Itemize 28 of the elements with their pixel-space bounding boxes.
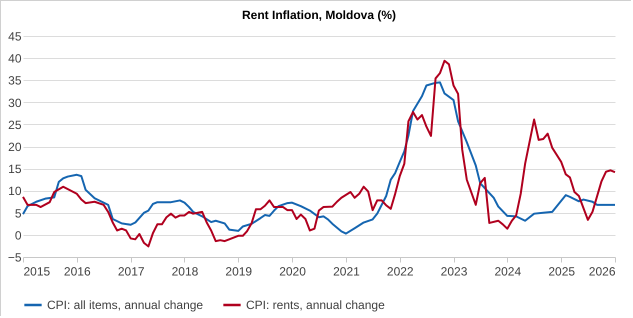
y-tick-label: 15 [8,162,22,176]
y-tick-label: 10 [8,184,22,198]
x-tick-label: 2022 [386,264,414,278]
y-tick-label: 5 [14,206,22,220]
x-tick-label: 2025 [548,264,576,278]
x-tick-label: 2017 [118,264,145,278]
y-tick-label: 20 [8,140,22,154]
x-tick-label: 2023 [440,264,468,278]
chart-title: Rent Inflation, Moldova (%) [242,8,396,22]
line-series [22,81,616,235]
line-series [22,60,616,248]
x-tick-label: 2021 [333,264,360,278]
x-tick-label: 2015 [24,264,51,278]
y-tick-label: 25 [8,118,22,132]
y-tick-label: −5 [8,250,22,264]
y-tick-label: 45 [8,30,22,44]
y-tick-label: 35 [8,74,22,88]
x-tick-label: 2026 [588,264,616,278]
x-tick-label: 2020 [279,264,306,278]
y-tick-label: 0 [14,228,22,242]
y-tick-label: 40 [8,52,22,66]
x-tick-label: 2016 [64,264,91,278]
legend-label: CPI: rents, annual change [246,298,386,312]
x-tick-label: 2019 [225,264,252,278]
legend-label: CPI: all items, annual change [47,298,204,312]
x-tick-label: 2024 [494,264,522,278]
x-tick-label: 2018 [172,264,199,278]
y-tick-label: 30 [8,96,22,110]
